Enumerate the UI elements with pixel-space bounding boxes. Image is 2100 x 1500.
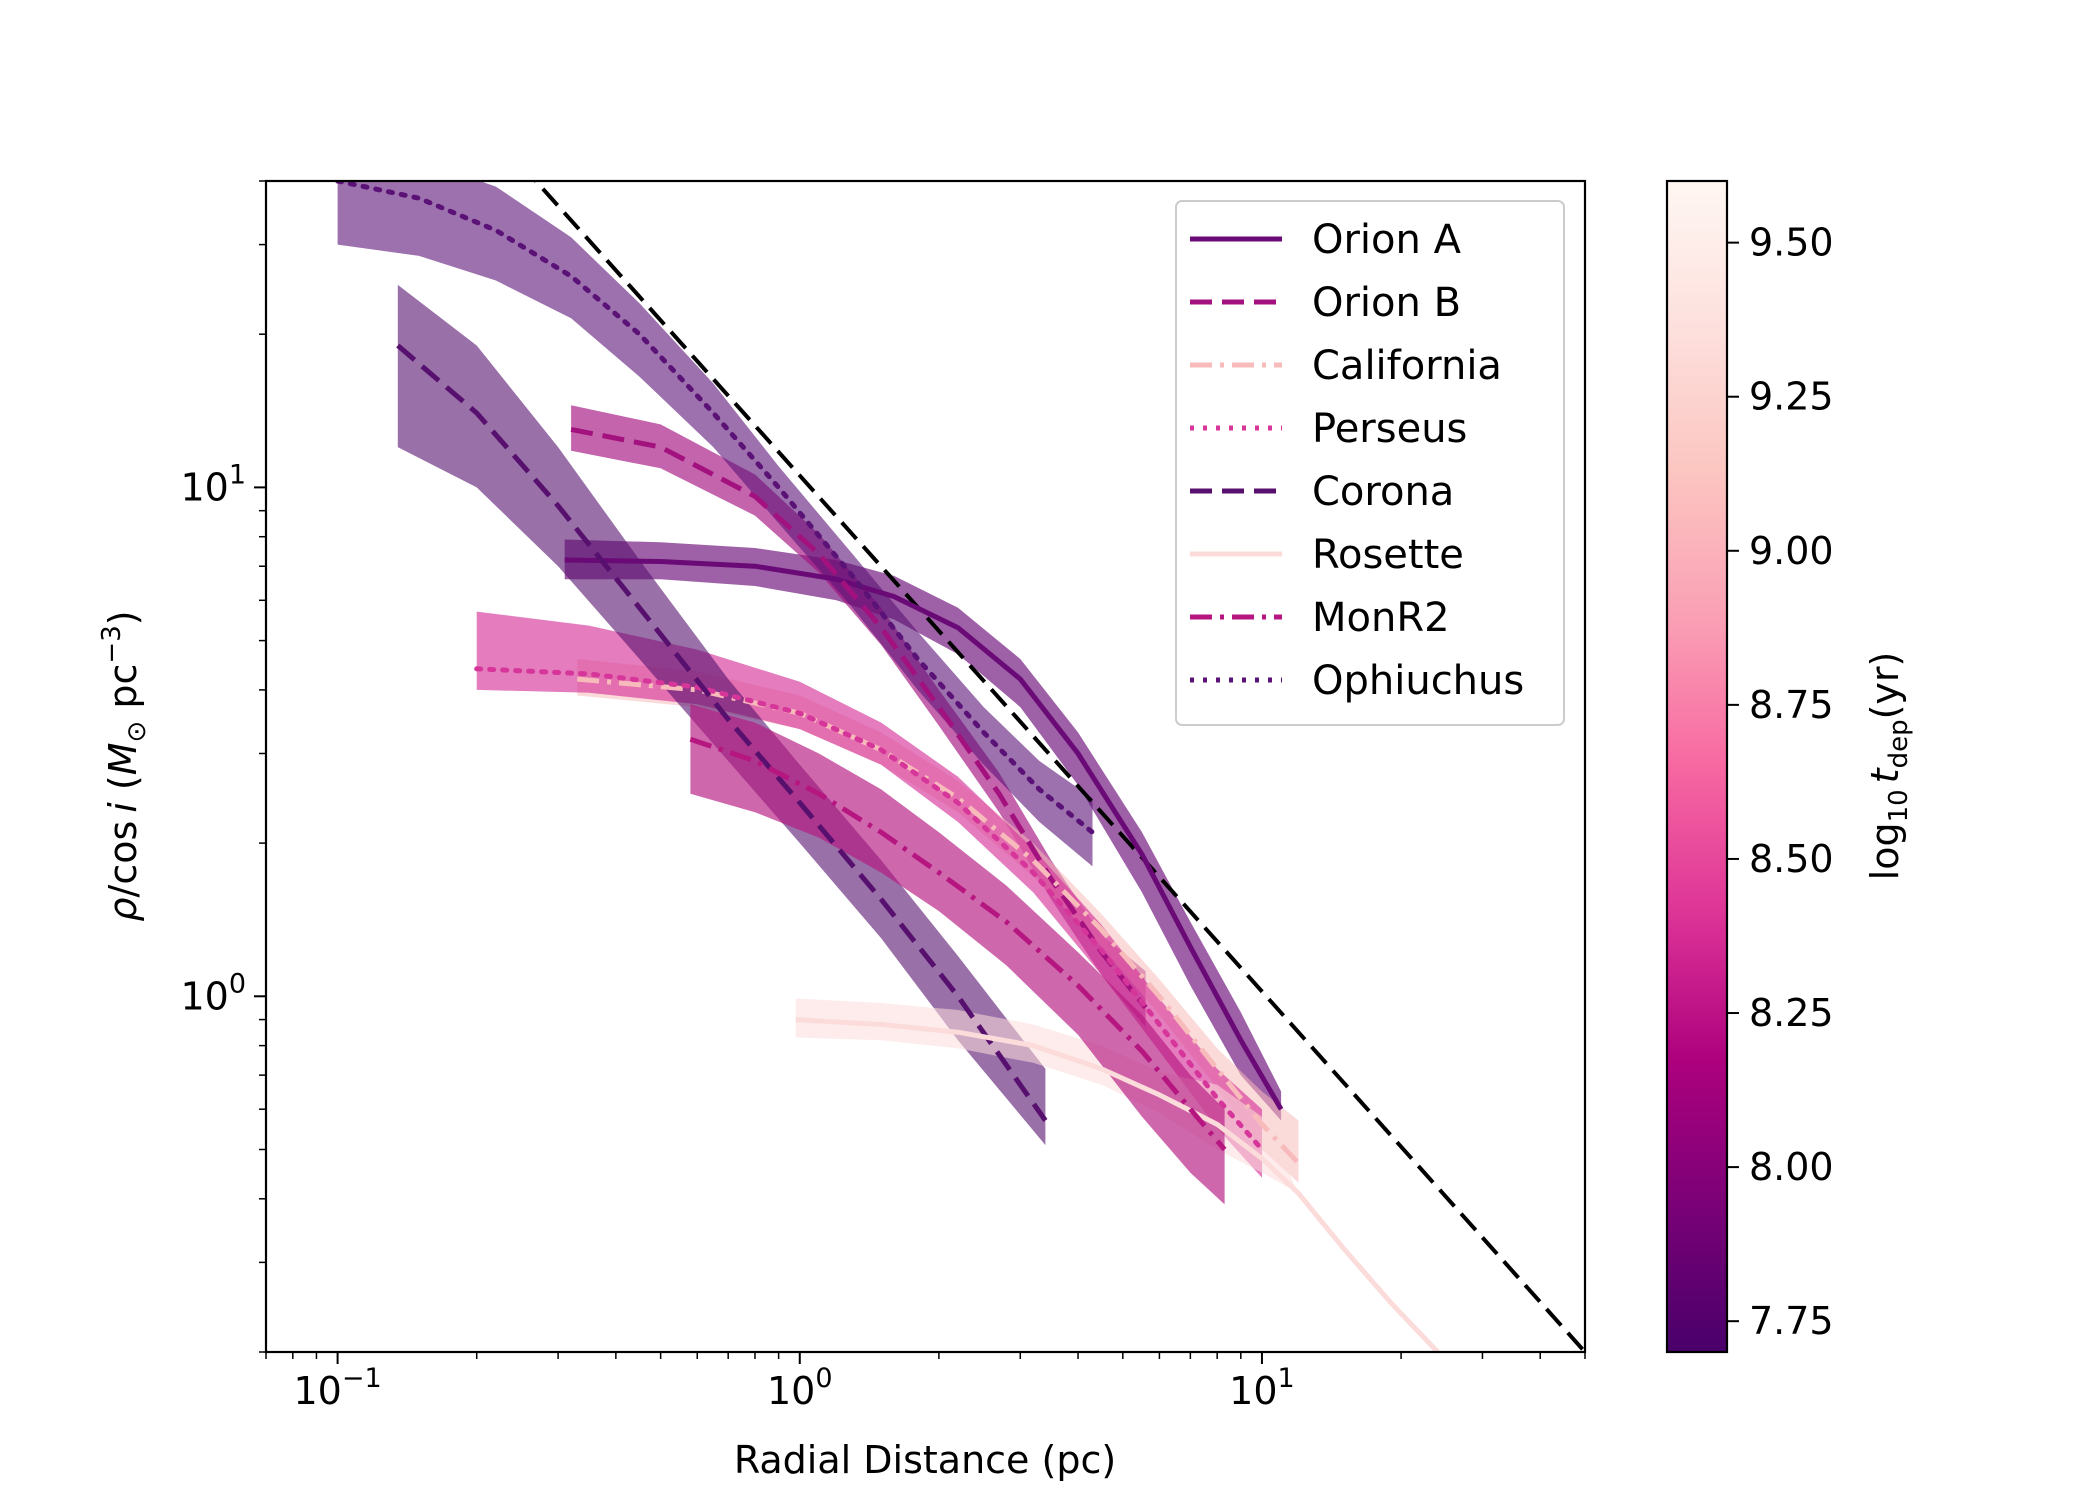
- plot-frame: [264, 179, 1587, 1354]
- legend-frame: [1175, 200, 1565, 726]
- line-orion-a: [564, 557, 1284, 1111]
- colorbar-tick-label: 8.00: [1749, 1145, 1834, 1189]
- band-ophiuchus: [337, 181, 1093, 867]
- x-tick-label: 100: [767, 1363, 833, 1413]
- line-monr2: [689, 736, 1227, 1152]
- legend: Orion A Orion B California Perseus Corona Ros…: [1175, 200, 1565, 726]
- axis-labels: Radial Distance (pc) ρ/cosi (M⊙ pc−3): [97, 610, 1116, 1482]
- legend-label-perseus: Perseus: [1312, 406, 1467, 452]
- reference-line: [533, 181, 1585, 1352]
- colorbar-tick-label: 9.00: [1749, 529, 1834, 573]
- colorbar: 7.75 8.00 8.25 8.50 8.75 9.00 9.25 9.50 log10td…: [1665, 179, 1914, 1354]
- colorbar-tick-label: 8.25: [1749, 991, 1834, 1035]
- y-tick-label: 100: [180, 968, 246, 1018]
- band-perseus: [476, 611, 1262, 1178]
- line-california: [576, 676, 1301, 1165]
- legend-label-rosette: Rosette: [1312, 532, 1464, 578]
- colorbar-gradient: [1667, 181, 1727, 1352]
- reference-line-layer: [533, 181, 1585, 1352]
- colorbar-tick-label: 7.75: [1749, 1299, 1834, 1343]
- axes: 10−1 100 101 100 101: [180, 179, 1587, 1413]
- x-tick-label: 10−1: [294, 1363, 382, 1413]
- y-axis-label: ρ/cosi (M⊙ pc−3): [97, 610, 152, 921]
- legend-label-corona: Corona: [1312, 469, 1454, 515]
- colorbar-frame: [1665, 179, 1729, 1354]
- line-rosette: [795, 1017, 1440, 1352]
- colorbar-label: log10tdep(yr): [1863, 652, 1914, 881]
- series-lines: [335, 181, 1440, 1352]
- x-tick-label: 101: [1229, 1363, 1295, 1413]
- band-orion-a: [564, 539, 1282, 1121]
- legend-label-ophiuchus: Ophiuchus: [1312, 658, 1524, 704]
- colorbar-tick-label: 8.50: [1749, 837, 1834, 881]
- legend-label-orion-b: Orion B: [1312, 280, 1461, 326]
- line-orion-b: [570, 426, 1148, 1010]
- y-tick-label: 101: [180, 459, 246, 509]
- line-ophiuchus: [335, 181, 1095, 835]
- line-perseus: [474, 666, 1265, 1152]
- x-axis-label: Radial Distance (pc): [734, 1438, 1116, 1482]
- legend-label-orion-a: Orion A: [1312, 217, 1462, 263]
- legend-label-monr2: MonR2: [1312, 595, 1450, 641]
- legend-label-california: California: [1312, 343, 1502, 389]
- colorbar-tick-label: 9.25: [1749, 375, 1834, 419]
- colorbar-ticks: 7.75 8.00 8.25 8.50 8.75 9.00 9.25 9.50: [1727, 221, 1834, 1343]
- line-corona: [396, 343, 1048, 1122]
- colorbar-tick-label: 8.75: [1749, 683, 1834, 727]
- colorbar-tick-label: 9.50: [1749, 221, 1834, 265]
